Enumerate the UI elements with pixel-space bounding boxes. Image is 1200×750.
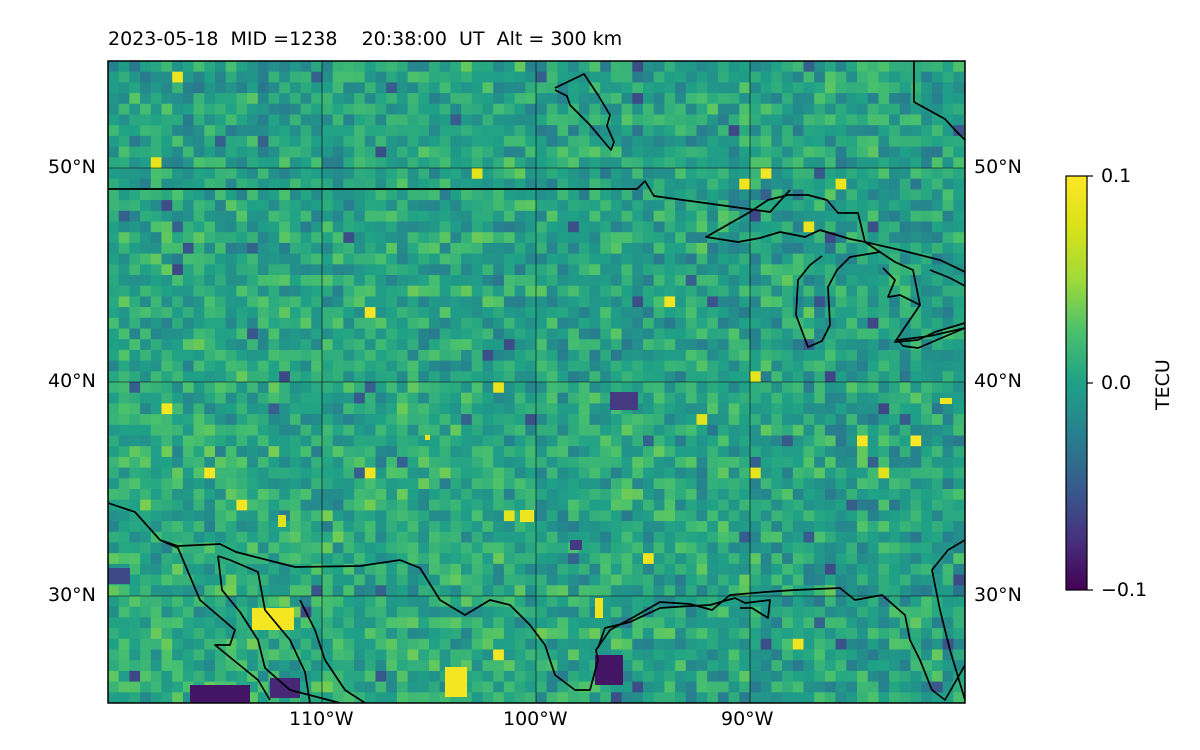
labrador-coast xyxy=(913,61,965,141)
tec-field-cells xyxy=(108,61,965,703)
lat-label-30n-right: 30°N xyxy=(974,584,1022,606)
colorbar-ticks xyxy=(1087,175,1093,591)
lake-huron xyxy=(879,251,965,343)
lat-label-30n-left: 30°N xyxy=(48,584,96,606)
us-canada-border xyxy=(108,180,791,213)
lake-michigan xyxy=(795,241,881,348)
colorbar xyxy=(1065,175,1088,591)
lon-label-110w: 110°W xyxy=(289,708,354,730)
cbar-label-min: −0.1 xyxy=(1101,579,1148,601)
lat-label-40n-left: 40°N xyxy=(48,370,96,392)
cbar-label-zero: 0.0 xyxy=(1101,372,1132,394)
lat-label-50n-left: 50°N xyxy=(48,156,96,178)
lat-label-40n-right: 40°N xyxy=(974,370,1022,392)
sinaloa-coast xyxy=(299,599,366,703)
map-title: 2023-05-18 MID =1238 20:38:00 UT Alt = 3… xyxy=(108,28,623,50)
canada-shore xyxy=(864,241,965,287)
map-frame xyxy=(107,60,966,704)
baja-gulf-coast xyxy=(217,555,311,703)
gridlines xyxy=(108,61,965,703)
lon-label-100w: 100°W xyxy=(503,708,568,730)
us-mexico-gulf-coast xyxy=(108,502,965,701)
coastlines-borders xyxy=(108,61,965,703)
lon-label-90w: 90°W xyxy=(721,708,774,730)
lake-superior xyxy=(705,194,866,243)
lake-erie xyxy=(897,327,965,349)
hudson-bay-coast xyxy=(554,73,615,151)
sonora-coast xyxy=(217,555,341,703)
florida-coast xyxy=(931,539,965,701)
colorbar-title: TECU xyxy=(1152,359,1174,410)
gulf-detail xyxy=(597,597,771,649)
cbar-label-max: 0.1 xyxy=(1101,165,1132,187)
baja-coast xyxy=(159,539,271,701)
lat-label-50n-right: 50°N xyxy=(974,156,1022,178)
